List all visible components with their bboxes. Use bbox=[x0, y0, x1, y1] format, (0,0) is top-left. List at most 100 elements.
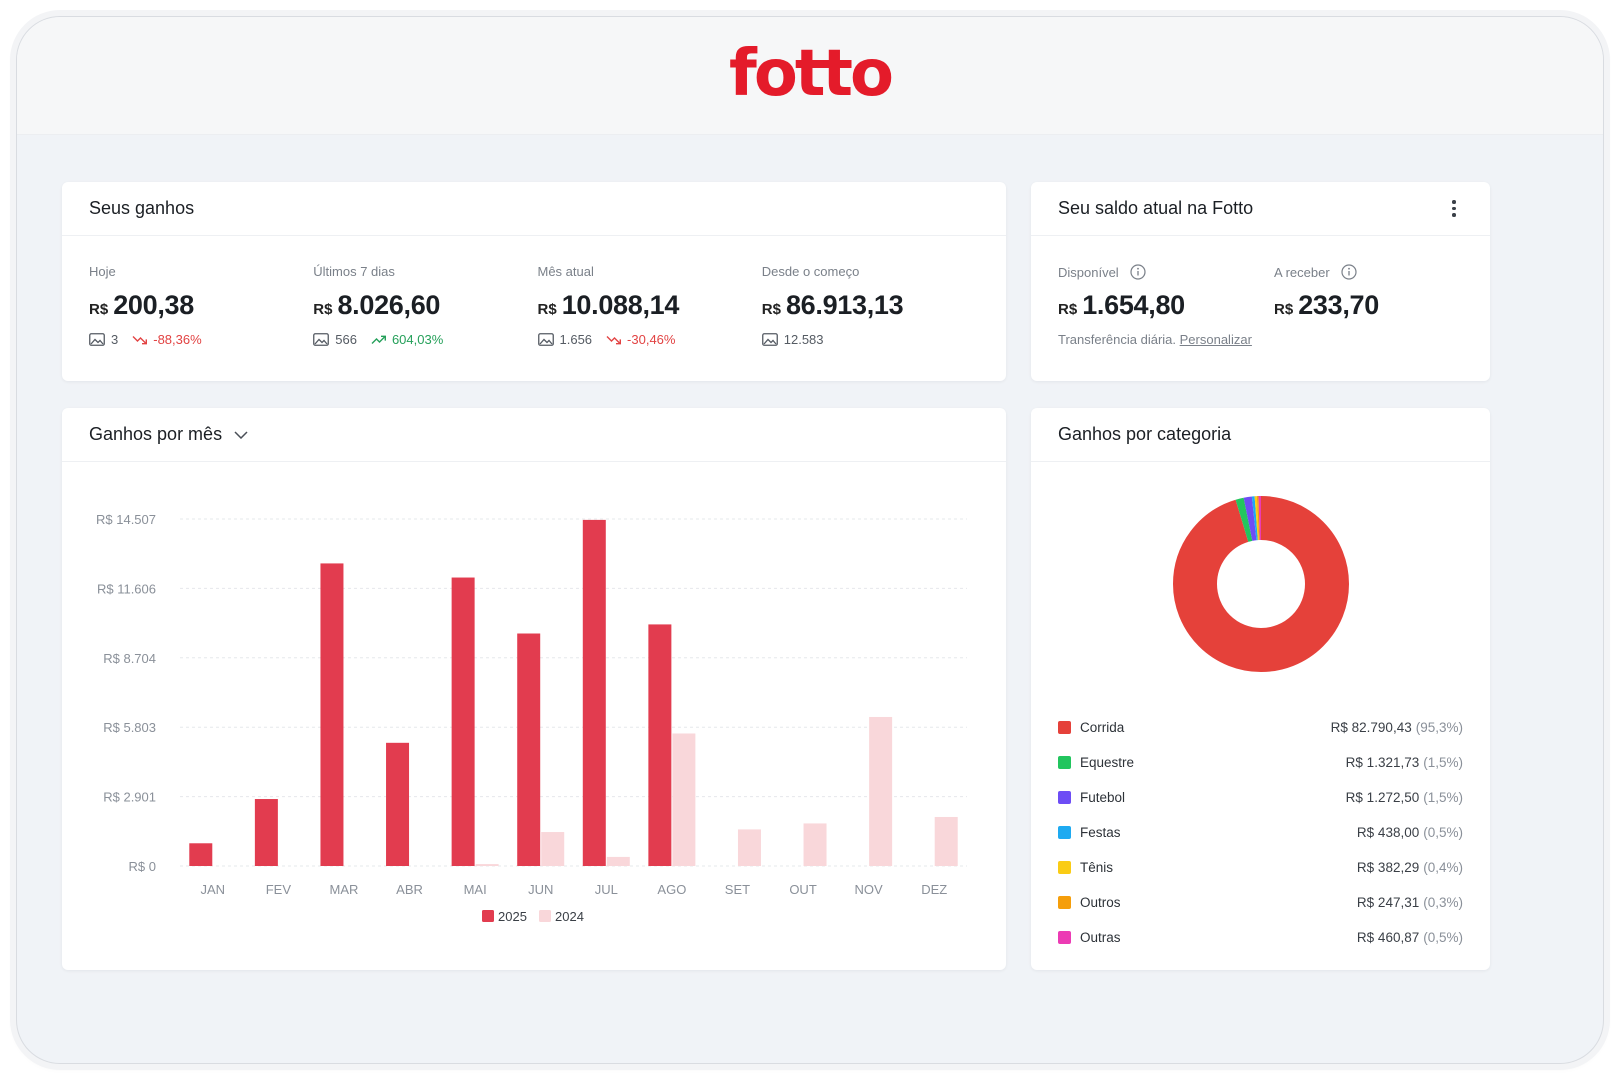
currency-symbol: R$ bbox=[313, 301, 333, 318]
x-tick-label: ABR bbox=[396, 882, 423, 897]
category-title: Ganhos por categoria bbox=[1031, 408, 1490, 462]
photo-count: 12.583 bbox=[783, 332, 824, 347]
stat-label: Mês atual bbox=[537, 264, 594, 279]
bar-2024[interactable] bbox=[869, 716, 893, 866]
category-legend: Corrida R$ 82.790,43 (95,3%) Equestre R$ 1.3… bbox=[1058, 710, 1463, 955]
category-percent: (1,5%) bbox=[1423, 755, 1463, 770]
y-tick-label: R$ 14.507 bbox=[96, 512, 156, 527]
trend-up: 604,03% bbox=[371, 332, 443, 347]
image-icon bbox=[89, 333, 105, 346]
trend-down-icon bbox=[606, 335, 622, 344]
photo-count: 3 bbox=[111, 332, 119, 347]
stat-label-row: Disponível bbox=[1058, 264, 1274, 282]
legend-swatch bbox=[482, 910, 494, 922]
bar-2024[interactable] bbox=[475, 864, 499, 866]
info-icon[interactable] bbox=[1130, 264, 1146, 280]
monthly-title[interactable]: Ganhos por mês bbox=[89, 424, 223, 444]
category-row: Futebol R$ 1.272,50 (1,5%) bbox=[1058, 780, 1463, 815]
category-percent: (1,5%) bbox=[1423, 790, 1463, 805]
trend-value: 604,03% bbox=[391, 332, 444, 347]
category-row: Equestre R$ 1.321,73 (1,5%) bbox=[1058, 745, 1463, 780]
bar-2025[interactable] bbox=[254, 799, 278, 866]
bar-2024[interactable] bbox=[606, 856, 630, 866]
category-value: R$ 82.790,43 bbox=[1330, 720, 1412, 735]
stat-since-start: Desde o começo R$ 86.913,13 12.583 bbox=[762, 264, 986, 347]
category-value: R$ 1.321,73 bbox=[1345, 755, 1420, 770]
x-tick-label: NOV bbox=[855, 882, 884, 897]
currency-symbol: R$ bbox=[89, 301, 109, 318]
app-frame: fotto Seus ganhos Hoje R$ 200,38 3 -88,3… bbox=[16, 16, 1604, 1064]
legend-label[interactable]: 2024 bbox=[555, 909, 584, 924]
bar-2025[interactable] bbox=[386, 742, 410, 866]
category-name: Tênis bbox=[1080, 860, 1114, 875]
x-tick-label: SET bbox=[725, 882, 750, 897]
earnings-stats: Hoje R$ 200,38 3 -88,36% Últimos 7 dias bbox=[89, 264, 986, 347]
stat-amount: 233,70 bbox=[1298, 290, 1379, 320]
category-row: Outras R$ 460,87 (0,5%) bbox=[1058, 920, 1463, 955]
bar-2024[interactable] bbox=[934, 816, 958, 866]
monthly-bar-chart: R$ 0 R$ 2.901 R$ 5.803 R$ 8.704 R$ 11.606 R$ … bbox=[96, 512, 967, 924]
image-icon bbox=[761, 333, 778, 346]
category-swatch bbox=[1058, 896, 1071, 909]
transfer-text: Transferência diária. bbox=[1058, 332, 1177, 347]
stat-amount: 200,38 bbox=[113, 290, 194, 320]
category-swatch bbox=[1058, 791, 1071, 804]
info-icon[interactable] bbox=[1341, 264, 1357, 280]
customize-link[interactable]: Personalizar bbox=[1179, 332, 1252, 347]
bar-2025[interactable] bbox=[320, 563, 344, 866]
image-icon bbox=[313, 333, 330, 346]
stat-value: R$ 8.026,60 bbox=[313, 290, 537, 326]
x-tick-label: MAR bbox=[330, 882, 359, 897]
balance-available: Disponível R$ 1.654,80 bbox=[1058, 264, 1274, 326]
bar-2024[interactable] bbox=[541, 832, 565, 866]
stat-amount: 8.026,60 bbox=[337, 290, 441, 320]
trend-down-icon bbox=[132, 335, 148, 344]
currency-symbol: R$ bbox=[1274, 301, 1294, 318]
trend-value: -88,36% bbox=[153, 332, 202, 347]
y-tick-label: R$ 0 bbox=[129, 859, 156, 874]
bar-2025[interactable] bbox=[582, 519, 606, 866]
category-swatch bbox=[1058, 826, 1071, 839]
trend-down: -30,46% bbox=[606, 332, 675, 347]
balance-card: Seu saldo atual na Fotto Disponível R$ 1… bbox=[1031, 182, 1490, 381]
category-name: Outros bbox=[1080, 895, 1121, 910]
stat-amount: 10.088,14 bbox=[561, 290, 680, 320]
x-tick-label: OUT bbox=[789, 882, 817, 897]
top-bar: fotto bbox=[17, 17, 1603, 135]
category-row: Tênis R$ 382,29 (0,4%) bbox=[1058, 850, 1463, 885]
trend-value: -30,46% bbox=[627, 332, 676, 347]
bar-2025[interactable] bbox=[648, 624, 672, 866]
x-tick-label: MAI bbox=[464, 882, 487, 897]
donut-slice[interactable] bbox=[1173, 496, 1349, 672]
bar-2024[interactable] bbox=[803, 823, 827, 866]
bar-2024[interactable] bbox=[737, 829, 761, 866]
stat-value: R$ 86.913,13 bbox=[762, 290, 986, 326]
image-icon bbox=[537, 333, 554, 346]
bar-2025[interactable] bbox=[451, 577, 475, 866]
fotto-logo[interactable]: fotto bbox=[729, 36, 894, 111]
transfer-note: Transferência diária. Personalizar bbox=[1058, 332, 1252, 347]
stat-current-month: Mês atual R$ 10.088,14 1.656 -30,46% bbox=[538, 264, 762, 347]
category-swatch bbox=[1058, 756, 1071, 769]
stat-amount: 1.654,80 bbox=[1082, 290, 1185, 320]
x-tick-label: AGO bbox=[657, 882, 686, 897]
legend-label[interactable]: 2025 bbox=[498, 909, 527, 924]
category-percent: (0,3%) bbox=[1423, 895, 1463, 910]
y-tick-label: R$ 8.704 bbox=[103, 651, 156, 666]
kebab-menu-icon[interactable] bbox=[1446, 199, 1462, 219]
chevron-down-icon[interactable] bbox=[234, 430, 248, 439]
stat-amount: 86.913,13 bbox=[785, 290, 904, 320]
bar-2025[interactable] bbox=[189, 843, 213, 866]
bar-2025[interactable] bbox=[517, 633, 541, 866]
y-tick-label: R$ 5.803 bbox=[103, 720, 156, 735]
stat-value: R$ 233,70 bbox=[1274, 290, 1490, 326]
legend-swatch bbox=[539, 910, 551, 922]
monthly-header[interactable]: Ganhos por mês bbox=[62, 408, 1006, 462]
stat-value: R$ 10.088,14 bbox=[538, 290, 762, 326]
category-donut-chart bbox=[1173, 496, 1349, 672]
balance-title: Seu saldo atual na Fotto bbox=[1058, 198, 1254, 218]
stat-label: Hoje bbox=[89, 264, 116, 279]
bar-2024[interactable] bbox=[672, 733, 696, 866]
y-tick-label: R$ 11.606 bbox=[97, 581, 156, 596]
stat-label: A receber bbox=[1274, 265, 1330, 280]
